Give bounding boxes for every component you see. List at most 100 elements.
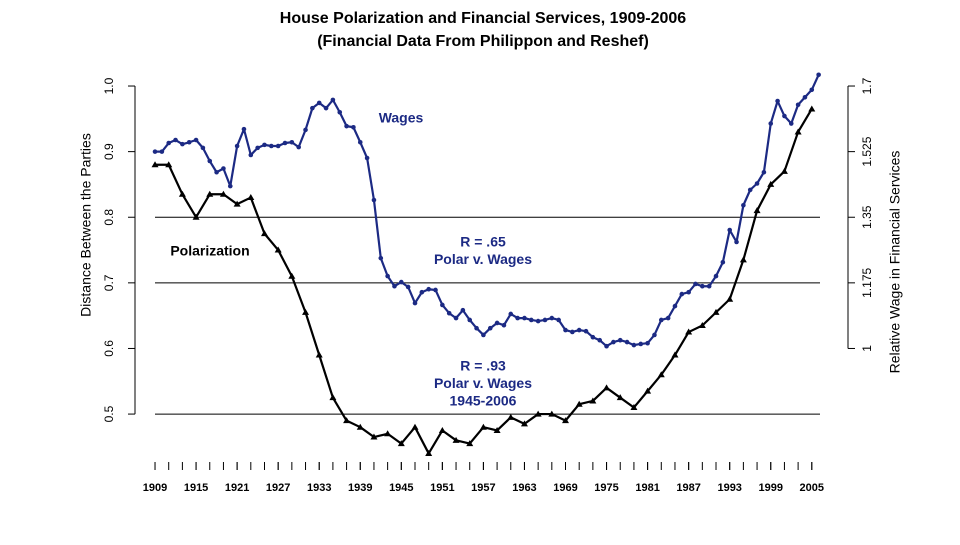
- y-axis-label: Distance Between the Parties: [78, 133, 94, 317]
- data-point: [227, 183, 233, 189]
- data-point: [460, 307, 466, 313]
- data-point: [255, 145, 260, 151]
- x-tick-label: 1957: [471, 482, 495, 494]
- y-tick-label: 0.6: [102, 340, 116, 357]
- y-tick-label: 0.9: [102, 143, 116, 160]
- data-point: [193, 137, 199, 143]
- data-point: [795, 102, 801, 108]
- data-point: [323, 105, 329, 111]
- data-point: [425, 449, 433, 456]
- data-point: [474, 325, 479, 331]
- y2-tick-label: 1.525: [860, 136, 874, 166]
- data-point: [698, 321, 706, 328]
- data-point: [570, 329, 575, 335]
- data-point: [520, 420, 528, 427]
- data-point: [679, 291, 685, 297]
- data-point: [200, 145, 206, 151]
- data-point: [700, 283, 705, 289]
- data-point: [768, 121, 774, 126]
- data-point: [221, 166, 226, 171]
- data-point: [438, 426, 446, 433]
- data-point: [329, 394, 337, 401]
- data-point: [397, 440, 405, 447]
- data-point: [262, 142, 267, 148]
- data-point: [741, 202, 746, 208]
- data-point: [207, 158, 213, 164]
- data-point: [658, 317, 664, 323]
- annotation: Polar v. Wages: [434, 251, 532, 267]
- data-point: [575, 400, 583, 407]
- data-point: [274, 246, 282, 253]
- data-point: [303, 127, 308, 133]
- data-point: [726, 295, 734, 302]
- data-point: [617, 337, 623, 343]
- data-point: [788, 121, 794, 126]
- data-point: [794, 128, 802, 135]
- data-point: [816, 72, 821, 78]
- data-point: [761, 169, 767, 175]
- data-point: [370, 433, 378, 440]
- data-point: [233, 200, 241, 207]
- data-point: [616, 394, 624, 401]
- data-point: [604, 343, 609, 349]
- x-tick-label: 1969: [553, 482, 577, 494]
- data-point: [186, 139, 192, 145]
- x-tick-label: 1975: [594, 482, 618, 494]
- x-tick-label: 1963: [512, 482, 536, 494]
- data-point: [399, 279, 404, 285]
- data-point: [405, 284, 411, 290]
- data-point: [712, 308, 720, 315]
- y2-axis-label: Relative Wage in Financial Services: [887, 151, 903, 374]
- data-point: [159, 149, 165, 154]
- data-point: [371, 197, 377, 203]
- data-point: [310, 105, 315, 111]
- data-point: [234, 143, 240, 149]
- data-point: [548, 410, 556, 417]
- data-point: [562, 417, 570, 424]
- data-point: [576, 327, 582, 333]
- data-point: [481, 332, 486, 338]
- data-point: [269, 143, 274, 149]
- data-point: [603, 384, 611, 391]
- annotation: R = .93: [460, 358, 506, 374]
- data-point: [330, 97, 336, 103]
- data-point: [275, 143, 281, 149]
- data-point: [507, 413, 515, 420]
- data-point: [384, 430, 392, 437]
- data-point: [392, 283, 397, 289]
- data-point: [782, 113, 787, 119]
- data-point: [556, 317, 561, 323]
- data-point: [173, 137, 178, 143]
- x-tick-label: 1915: [184, 482, 208, 494]
- data-point: [219, 190, 227, 197]
- chart-title: House Polarization and Financial Service…: [280, 10, 687, 27]
- data-point: [630, 404, 638, 411]
- data-point: [315, 351, 323, 358]
- data-point: [522, 315, 527, 321]
- x-tick-label: 1939: [348, 482, 372, 494]
- data-point: [364, 155, 370, 161]
- data-point: [644, 387, 652, 394]
- x-tick-label: 1987: [676, 482, 700, 494]
- data-point: [356, 423, 364, 430]
- data-point: [808, 105, 816, 112]
- data-point: [302, 308, 310, 315]
- series-triangle: [151, 105, 816, 456]
- x-tick-label: 1945: [389, 482, 413, 494]
- data-point: [590, 334, 596, 340]
- data-point: [713, 273, 719, 279]
- x-tick-label: 1981: [635, 482, 659, 494]
- data-point: [672, 303, 678, 309]
- data-point: [535, 318, 541, 324]
- data-point: [534, 410, 542, 417]
- data-point: [652, 332, 657, 338]
- data-point: [671, 351, 679, 358]
- data-point: [685, 328, 693, 335]
- data-point: [467, 317, 473, 323]
- data-point: [727, 227, 732, 233]
- data-point: [426, 286, 431, 292]
- annotation: Polar v. Wages: [434, 375, 532, 391]
